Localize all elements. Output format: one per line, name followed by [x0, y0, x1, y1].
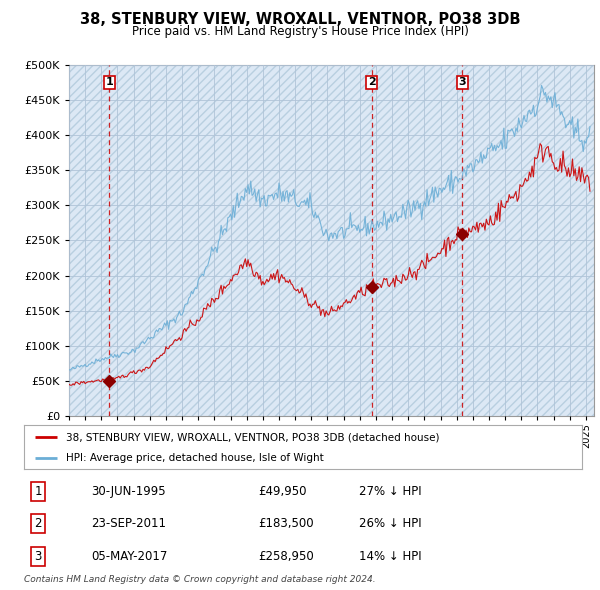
Text: 23-SEP-2011: 23-SEP-2011 — [91, 517, 166, 530]
Text: £258,950: £258,950 — [259, 549, 314, 563]
Text: 05-MAY-2017: 05-MAY-2017 — [91, 549, 167, 563]
Text: 3: 3 — [34, 549, 41, 563]
Text: 38, STENBURY VIEW, WROXALL, VENTNOR, PO38 3DB (detached house): 38, STENBURY VIEW, WROXALL, VENTNOR, PO3… — [66, 432, 439, 442]
Text: HPI: Average price, detached house, Isle of Wight: HPI: Average price, detached house, Isle… — [66, 453, 323, 463]
Text: Price paid vs. HM Land Registry's House Price Index (HPI): Price paid vs. HM Land Registry's House … — [131, 25, 469, 38]
Text: £49,950: £49,950 — [259, 484, 307, 498]
Text: £183,500: £183,500 — [259, 517, 314, 530]
Text: 1: 1 — [34, 484, 42, 498]
Text: Contains HM Land Registry data © Crown copyright and database right 2024.: Contains HM Land Registry data © Crown c… — [24, 575, 376, 584]
Text: 38, STENBURY VIEW, WROXALL, VENTNOR, PO38 3DB: 38, STENBURY VIEW, WROXALL, VENTNOR, PO3… — [80, 12, 520, 27]
Text: 27% ↓ HPI: 27% ↓ HPI — [359, 484, 421, 498]
Text: 1: 1 — [106, 77, 113, 87]
Text: 30-JUN-1995: 30-JUN-1995 — [91, 484, 166, 498]
Text: 14% ↓ HPI: 14% ↓ HPI — [359, 549, 421, 563]
Text: 26% ↓ HPI: 26% ↓ HPI — [359, 517, 421, 530]
Text: 2: 2 — [368, 77, 376, 87]
Text: 2: 2 — [34, 517, 42, 530]
Text: 3: 3 — [458, 77, 466, 87]
